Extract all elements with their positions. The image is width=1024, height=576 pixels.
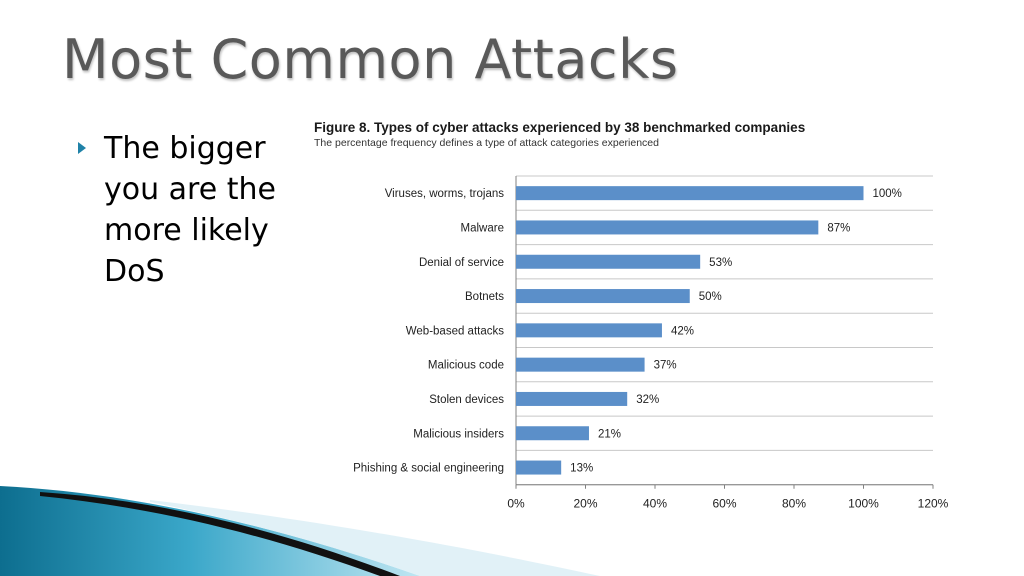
chart-title: Figure 8. Types of cyber attacks experie…: [314, 120, 806, 135]
category-label: Phishing & social engineering: [353, 463, 504, 475]
bullet-item: The bigger you are the more likely DoS: [74, 128, 324, 292]
x-tick-label: 80%: [782, 497, 806, 511]
bar: [516, 289, 690, 304]
category-label: Malware: [461, 222, 504, 234]
category-label: Botnets: [465, 291, 504, 303]
x-tick-label: 60%: [712, 497, 736, 511]
data-label: 100%: [873, 188, 902, 200]
bar: [516, 323, 662, 338]
bar: [516, 254, 701, 269]
data-label: 32%: [636, 394, 659, 406]
data-label: 50%: [699, 291, 722, 303]
category-label: Viruses, worms, trojans: [385, 188, 505, 200]
data-label: 42%: [671, 325, 694, 337]
triangle-bullet-icon: [78, 142, 86, 154]
x-tick-label: 40%: [643, 497, 667, 511]
x-tick-label: 0%: [507, 497, 525, 511]
data-label: 53%: [709, 257, 732, 269]
category-label: Malicious code: [428, 360, 504, 372]
data-label: 87%: [827, 222, 850, 234]
chart-subtitle: The percentage frequency defines a type …: [314, 137, 659, 149]
swoosh-black: [40, 492, 400, 576]
bar: [516, 220, 819, 235]
data-label: 13%: [570, 463, 593, 475]
bar: [516, 357, 645, 372]
bar: [516, 391, 628, 406]
category-label: Malicious insiders: [413, 428, 504, 440]
x-tick-label: 20%: [573, 497, 597, 511]
bar: [516, 186, 864, 201]
category-label: Stolen devices: [429, 394, 504, 406]
data-label: 37%: [654, 360, 677, 372]
bar: [516, 426, 589, 441]
bullet-list: The bigger you are the more likely DoS: [74, 128, 324, 292]
swoosh-light: [150, 500, 600, 576]
bullet-text: The bigger you are the more likely DoS: [104, 131, 276, 289]
x-tick-label: 100%: [848, 497, 879, 511]
data-label: 21%: [598, 428, 621, 440]
page-title: Most Common Attacks: [62, 28, 679, 91]
category-label: Denial of service: [419, 257, 504, 269]
category-label: Web-based attacks: [406, 325, 504, 337]
x-tick-label: 120%: [918, 497, 949, 511]
bar: [516, 460, 562, 475]
